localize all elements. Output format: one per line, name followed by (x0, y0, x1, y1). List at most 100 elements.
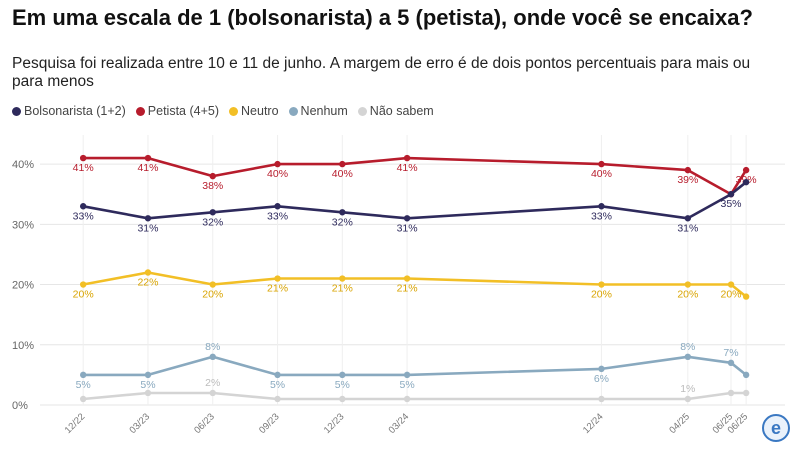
data-point (144, 371, 152, 379)
legend-label: Não sabem (369, 104, 434, 118)
data-point (403, 215, 411, 222)
data-point (339, 275, 346, 282)
data-label: 33% (73, 210, 94, 222)
data-point (144, 215, 152, 222)
x-tick-label: 03/23 (127, 411, 152, 436)
data-label: 33% (591, 210, 612, 222)
legend-label: Bolsonarista (1+2) (24, 104, 126, 118)
data-point (727, 389, 735, 397)
data-point (144, 269, 152, 276)
legend: Bolsonarista (1+2) Petista (4+5) Neutro … (12, 104, 434, 118)
legend-item-nenhum[interactable]: Nenhum (288, 104, 348, 118)
data-label: 20% (73, 289, 94, 301)
estadao-logo-icon[interactable]: e (762, 414, 790, 442)
data-point (598, 365, 605, 373)
data-label: 41% (137, 162, 158, 174)
data-point (209, 353, 216, 361)
data-point (339, 160, 346, 168)
data-point (79, 371, 87, 379)
data-point (727, 281, 735, 288)
legend-swatch-icon (357, 106, 367, 116)
x-tick-label: 12/22 (63, 411, 88, 436)
data-label: 22% (137, 277, 158, 289)
legend-item-petista[interactable]: Petista (4+5) (135, 104, 220, 118)
data-label: 38% (202, 180, 223, 192)
y-tick-label: 0% (12, 400, 28, 412)
data-point (274, 203, 281, 210)
data-point (598, 203, 605, 210)
data-point (598, 160, 605, 168)
data-label: 20% (202, 289, 223, 301)
data-point (209, 209, 216, 216)
legend-item-nao-sabem[interactable]: Não sabem (357, 104, 434, 118)
data-point (209, 389, 216, 397)
data-point (684, 353, 692, 361)
data-point (339, 371, 346, 379)
series-line-1 (83, 156, 748, 196)
data-label: 20% (677, 289, 698, 301)
data-point (274, 371, 281, 379)
data-point (684, 281, 692, 288)
data-point (403, 395, 411, 403)
data-label: 2% (205, 377, 220, 389)
data-point (79, 281, 87, 288)
legend-label: Neutro (241, 104, 279, 118)
legend-item-neutro[interactable]: Neutro (229, 104, 279, 118)
data-point (403, 154, 411, 162)
y-tick-label: 20% (12, 280, 34, 292)
x-tick-label: 12/24 (581, 411, 606, 436)
data-point (403, 275, 411, 282)
data-point (727, 191, 735, 198)
data-point (339, 209, 346, 216)
y-tick-label: 40% (12, 159, 34, 171)
legend-swatch-icon (12, 106, 21, 116)
data-point (684, 395, 692, 403)
data-label: 5% (335, 379, 350, 391)
data-label: 31% (137, 222, 158, 234)
data-point (403, 371, 411, 379)
data-label: 7% (723, 347, 738, 359)
data-point (209, 172, 216, 180)
data-point (684, 215, 692, 222)
data-point (742, 166, 750, 174)
y-tick-label: 10% (12, 340, 34, 352)
data-point (339, 395, 346, 403)
legend-swatch-icon (288, 106, 298, 116)
data-point (79, 154, 87, 162)
data-label: 40% (267, 168, 288, 180)
data-point (144, 154, 152, 162)
legend-item-bolsonarista[interactable]: Bolsonarista (1+2) (12, 104, 126, 118)
data-point (684, 166, 692, 174)
data-point (742, 389, 750, 397)
data-point (742, 371, 750, 379)
legend-label: Petista (4+5) (147, 104, 220, 118)
data-point (742, 293, 750, 300)
data-label: 35% (721, 198, 742, 210)
data-label: 6% (594, 373, 609, 385)
data-label: 20% (591, 289, 612, 301)
data-label: 8% (680, 341, 695, 353)
data-label: 21% (332, 283, 353, 295)
series-line-4 (83, 391, 747, 401)
x-tick-label: 04/25 (667, 411, 692, 436)
series-line-2 (82, 271, 747, 298)
legend-swatch-icon (135, 106, 145, 116)
data-point (79, 395, 87, 403)
data-label: 40% (332, 168, 353, 180)
data-point (727, 359, 735, 367)
data-label: 32% (332, 216, 353, 228)
data-label: 32% (202, 216, 223, 228)
data-label: 21% (397, 283, 418, 295)
data-label: 5% (270, 379, 285, 391)
data-point (144, 389, 152, 397)
data-label: 40% (591, 168, 612, 180)
data-point (274, 275, 281, 282)
data-point (598, 281, 605, 288)
x-tick-label: 03/24 (387, 411, 412, 436)
y-tick-label: 30% (12, 219, 34, 231)
data-point (274, 160, 281, 168)
data-label: 8% (205, 341, 220, 353)
chart-title: Em uma escala de 1 (bolsonarista) a 5 (p… (12, 5, 753, 30)
data-point (742, 178, 750, 186)
